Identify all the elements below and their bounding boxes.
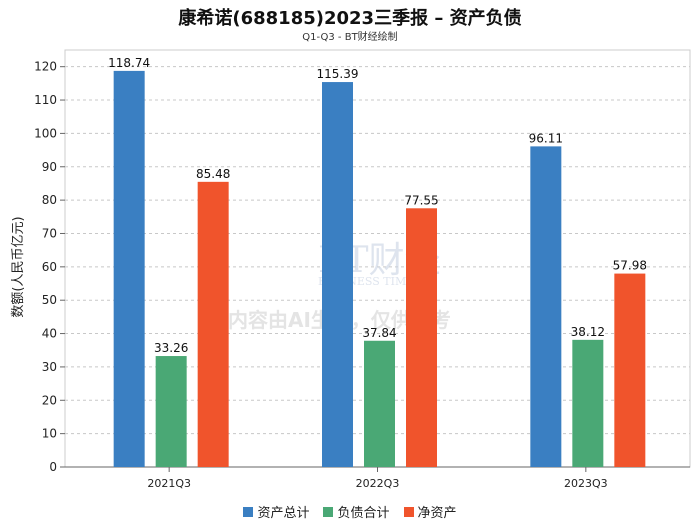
x-tick-label: 2021Q3 (147, 477, 191, 490)
data-label: 33.26 (154, 341, 188, 355)
chart-subtitle: Q1-Q3 - BT财经绘制 (302, 32, 398, 43)
x-tick-label: 2022Q3 (356, 477, 400, 490)
bar (572, 339, 604, 467)
legend-item: 资产总计 (243, 502, 309, 521)
y-tick-label: 40 (42, 327, 57, 341)
bar (322, 82, 353, 467)
y-tick-label: 70 (42, 226, 57, 240)
bar (406, 208, 437, 467)
bar (614, 273, 646, 467)
y-tick-label: 0 (49, 460, 57, 474)
legend-label: 负债合计 (337, 506, 390, 521)
y-tick-label: 110 (34, 93, 57, 107)
legend-item: 净资产 (403, 502, 457, 521)
y-tick-label: 100 (34, 126, 57, 140)
chart-title: 康希诺(688185)2023三季报 – 资产负债 (178, 8, 522, 29)
axes: 0 10 20 30 40 50 60 70 80 90 100 110 120 2021Q3 2022Q3… (34, 49, 691, 490)
legend-label: 资产总计 (257, 506, 310, 521)
data-label: 85.48 (196, 167, 230, 181)
legend-swatch (243, 506, 254, 517)
y-tick-label: 60 (42, 260, 57, 274)
legend: 资产总计 负债合计 净资产 (0, 502, 700, 521)
y-tick-label: 80 (42, 193, 57, 207)
legend-swatch (403, 506, 414, 517)
y-axis-label: 数额(人民币亿元) (11, 216, 26, 317)
data-label: 57.98 (613, 259, 647, 273)
y-tick-label: 20 (42, 393, 57, 407)
data-labels: 118.74 33.26 85.48 115.39 37.84 77.55 96.11 38.… (108, 56, 647, 355)
x-tick-label: 2023Q3 (564, 477, 608, 490)
data-label: 118.74 (108, 56, 150, 70)
data-label: 77.55 (404, 193, 438, 207)
bar (155, 356, 187, 467)
legend-swatch (323, 506, 334, 517)
data-label: 37.84 (362, 326, 396, 340)
bar (113, 70, 145, 467)
y-tick-label: 90 (42, 160, 57, 174)
y-tick-label: 10 (42, 427, 57, 441)
data-label: 115.39 (317, 67, 359, 81)
bar (197, 181, 229, 467)
legend-item: 负债合计 (323, 502, 390, 521)
y-tick-label: 30 (42, 360, 57, 374)
bar (364, 340, 395, 467)
bars (113, 70, 646, 467)
data-label: 38.12 (571, 325, 605, 339)
y-tick-label: 120 (34, 60, 57, 74)
y-tick-label: 50 (42, 293, 57, 307)
legend-label: 净资产 (417, 506, 457, 521)
bar (530, 146, 562, 467)
data-label: 96.11 (529, 131, 563, 145)
